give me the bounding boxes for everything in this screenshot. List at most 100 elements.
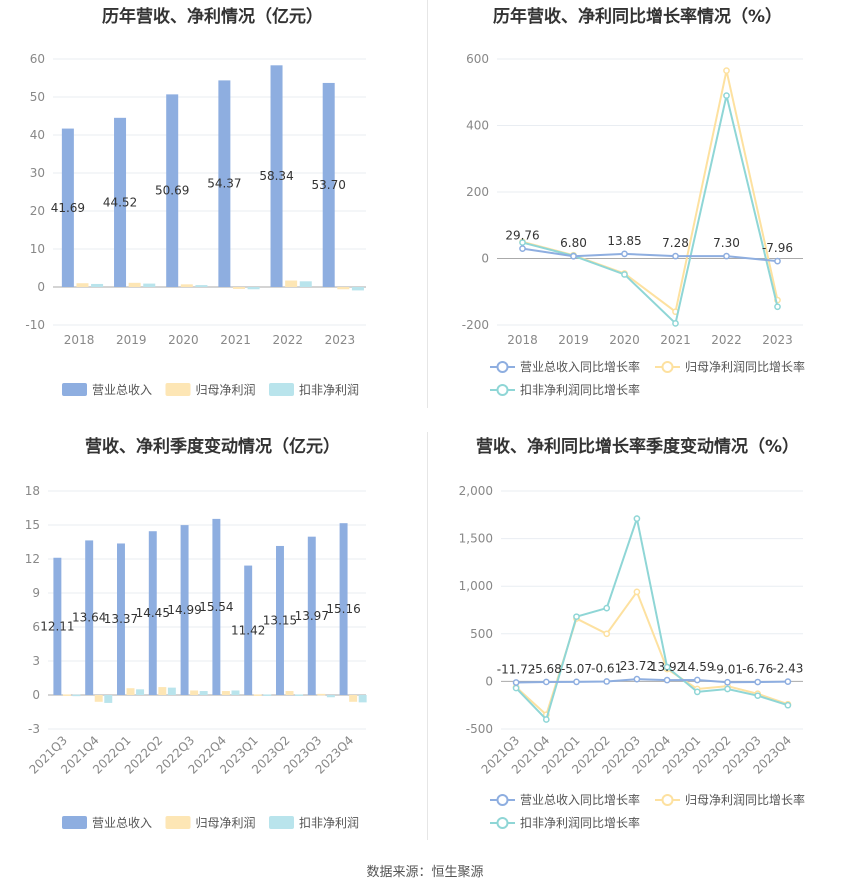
data-point — [723, 252, 730, 260]
annual-growth-chart: -200 0 200 400 600 2018 2019 2020 2021 2022 2023 29… — [462, 52, 805, 397]
legend-label: 扣非净利润同比增长率 — [520, 382, 640, 397]
series-line — [522, 70, 779, 314]
data-point — [774, 303, 781, 311]
data-point — [603, 678, 611, 685]
y-tick-label: 20 — [30, 204, 45, 218]
data-point — [621, 250, 628, 258]
y-tick-label: 30 — [30, 166, 45, 180]
legend-label: 营业总收入 — [92, 383, 152, 397]
y-tick-label: -500 — [466, 722, 493, 736]
data-label: 14.99 — [167, 603, 201, 617]
data-label: -5.68 — [531, 662, 562, 676]
data-label: 13.97 — [295, 609, 329, 623]
data-label: 11.42 — [231, 623, 265, 637]
y-tick-label: 6 — [32, 620, 40, 634]
data-point — [573, 613, 580, 621]
series-line — [516, 678, 788, 684]
bar — [276, 545, 284, 695]
data-point — [663, 663, 671, 671]
x-tick-label: 2019 — [116, 333, 147, 347]
data-label: 44.52 — [103, 195, 137, 209]
bar — [295, 694, 304, 696]
y-tick-label: 15 — [25, 518, 40, 532]
data-point — [784, 701, 792, 709]
bar — [117, 543, 125, 695]
bar — [85, 540, 94, 695]
legend-label: 扣非净利润 — [299, 816, 359, 830]
data-label: 29.76 — [505, 229, 539, 243]
y-tick-label: -3 — [28, 722, 40, 736]
y-tick-label: 0 — [481, 252, 489, 266]
data-label: 13.64 — [72, 611, 106, 625]
bar — [180, 525, 189, 695]
x-tick-label: 2018 — [507, 333, 538, 347]
data-point — [542, 678, 550, 686]
chart-title: 营收、净利季度变动情况（亿元） — [85, 437, 340, 457]
bar — [114, 117, 127, 287]
data-point — [603, 630, 611, 638]
y-tick-label: 60 — [30, 52, 45, 66]
data-label: 50.69 — [155, 184, 189, 198]
legend-label: 归母净利润同比增长率 — [685, 792, 805, 807]
data-point — [603, 604, 611, 612]
data-point — [519, 239, 526, 246]
data-point — [519, 245, 526, 252]
bar — [195, 285, 208, 287]
data-point — [512, 679, 520, 686]
x-tick-label: 2022 — [272, 333, 303, 347]
bar — [358, 695, 367, 703]
bar — [62, 694, 71, 696]
data-label: 15.16 — [326, 602, 360, 616]
bar — [128, 282, 141, 287]
data-point — [570, 252, 577, 260]
data-point — [633, 588, 641, 596]
x-tick-label: 2021 — [220, 333, 251, 347]
data-label: 15.54 — [199, 600, 233, 614]
legend-label: 扣非净利润 — [299, 383, 359, 397]
data-point — [784, 678, 792, 685]
data-point — [672, 252, 679, 260]
legend-label: 扣非净利润同比增长率 — [520, 815, 640, 830]
data-label: 12.11 — [40, 619, 74, 633]
y-tick-label: 2,000 — [459, 484, 493, 498]
bar — [104, 695, 113, 703]
y-tick-label: 3 — [32, 654, 40, 668]
bar — [317, 693, 326, 696]
legend-label: 归母净利润同比增长率 — [685, 359, 805, 374]
bar — [61, 128, 74, 287]
legend-label: 归母净利润 — [196, 816, 256, 830]
bar — [212, 518, 221, 695]
y-tick-label: 200 — [466, 185, 489, 199]
data-label: 23.72 — [620, 659, 654, 673]
y-tick-label: 18 — [25, 484, 40, 498]
data-label: 7.28 — [662, 236, 689, 250]
data-label: 53.70 — [312, 178, 346, 192]
bar — [136, 689, 145, 695]
data-label: 7.30 — [713, 236, 740, 250]
y-tick-label: -200 — [462, 318, 489, 332]
panel-divider — [427, 432, 428, 840]
bar — [231, 690, 240, 695]
bar — [126, 688, 135, 695]
series-line — [522, 247, 778, 263]
bar — [285, 280, 298, 287]
quarterly-growth-chart: -50005001,0001,5002,0002021Q32021Q42022Q… — [459, 484, 805, 830]
bar — [76, 283, 89, 287]
legend-label: 归母净利润 — [196, 383, 256, 397]
bar — [337, 287, 350, 290]
bar — [53, 557, 62, 695]
chart-title: 历年营收、净利同比增长率情况（%） — [492, 7, 783, 27]
bar — [166, 94, 179, 288]
bar — [94, 695, 103, 702]
data-source-note: 数据来源：恒生聚源 — [366, 865, 484, 880]
bar — [167, 687, 176, 695]
data-label: 13.85 — [607, 234, 641, 248]
legend-label: 营业总收入 — [92, 816, 152, 830]
y-tick-label: -10 — [25, 318, 45, 332]
data-label: 14.45 — [136, 606, 170, 620]
data-point — [512, 684, 520, 692]
bar — [143, 283, 156, 287]
legend-swatch — [62, 383, 87, 396]
bar — [221, 691, 230, 695]
data-label: 58.34 — [259, 169, 293, 183]
